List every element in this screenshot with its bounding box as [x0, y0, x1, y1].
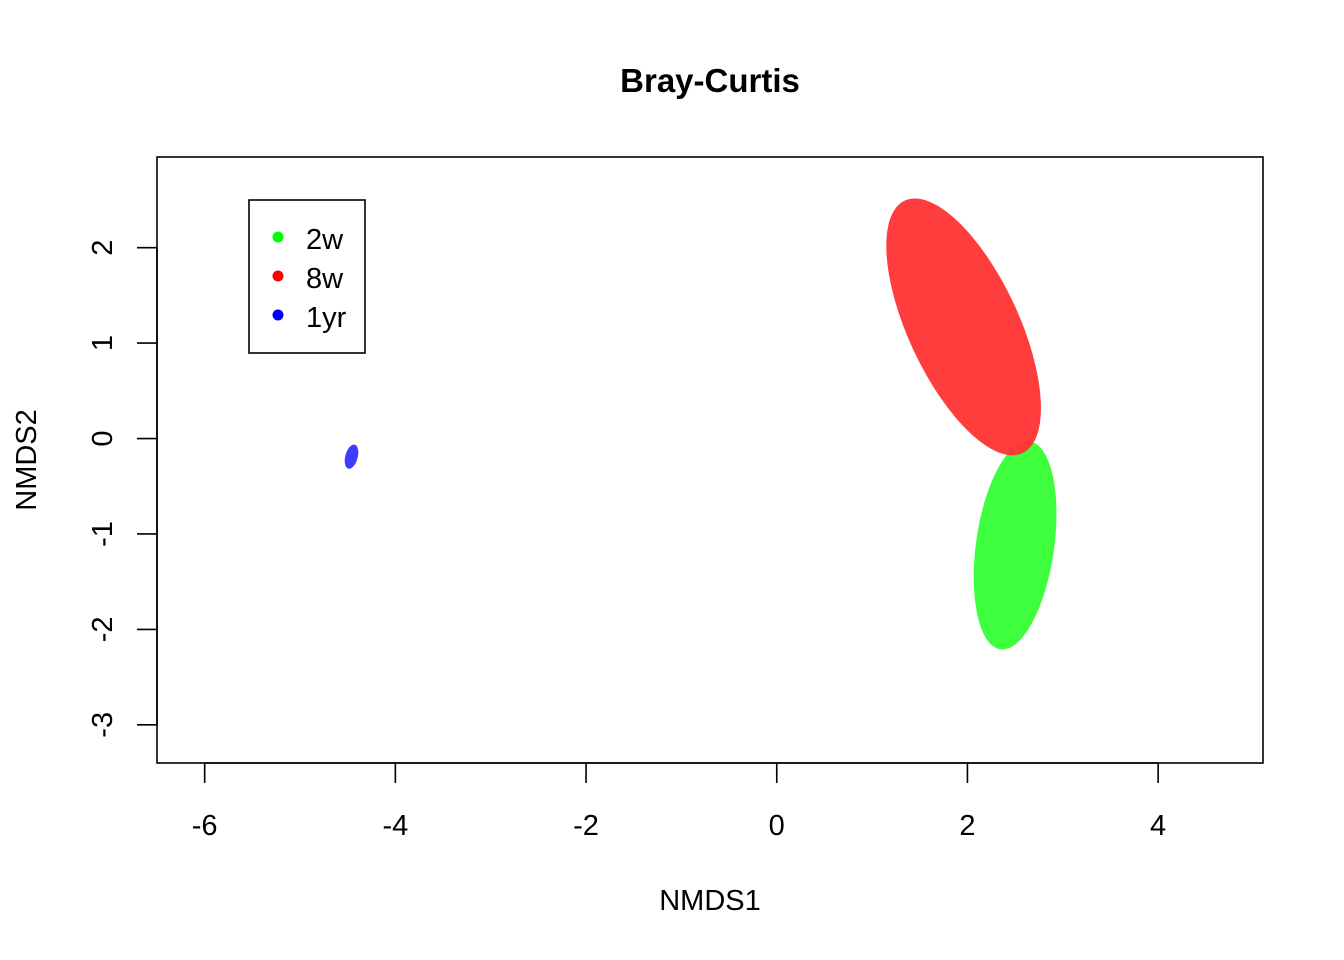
x-axis: -6 -4 -2 0 2 4 — [192, 762, 1166, 842]
legend-dot-1yr — [272, 309, 284, 321]
x-tick-label: 2 — [959, 810, 975, 842]
legend-dot-2w — [272, 231, 284, 243]
x-tick-label: -2 — [573, 810, 599, 842]
y-tick-label: 0 — [87, 430, 119, 446]
legend-dot-8w — [272, 270, 284, 282]
legend-label-1yr: 1yr — [306, 302, 347, 334]
y-tick-label: -1 — [87, 521, 119, 547]
x-tick-label: -6 — [192, 810, 218, 842]
x-axis-label: NMDS1 — [659, 885, 761, 917]
y-tick-label: 1 — [87, 335, 119, 351]
x-tick-label: -4 — [382, 810, 408, 842]
ellipse-1yr — [344, 444, 359, 469]
x-tick-label: 0 — [769, 810, 785, 842]
y-axis-label: NMDS2 — [11, 409, 43, 511]
x-tick-label: 4 — [1150, 810, 1166, 842]
ellipse-layer — [344, 198, 1057, 650]
legend: 2w 8w 1yr — [248, 199, 366, 354]
legend-label-8w: 8w — [306, 263, 344, 295]
y-tick-label: 2 — [87, 240, 119, 256]
ellipse-8w — [886, 198, 1041, 456]
legend-label-2w: 2w — [306, 224, 344, 256]
y-tick-label: -2 — [87, 616, 119, 642]
y-axis: -3 -2 -1 0 1 2 — [87, 240, 158, 738]
legend-box — [248, 199, 366, 354]
y-tick-label: -3 — [87, 712, 119, 738]
chart-title: Bray-Curtis — [620, 62, 800, 99]
ellipse-2w — [973, 441, 1057, 650]
